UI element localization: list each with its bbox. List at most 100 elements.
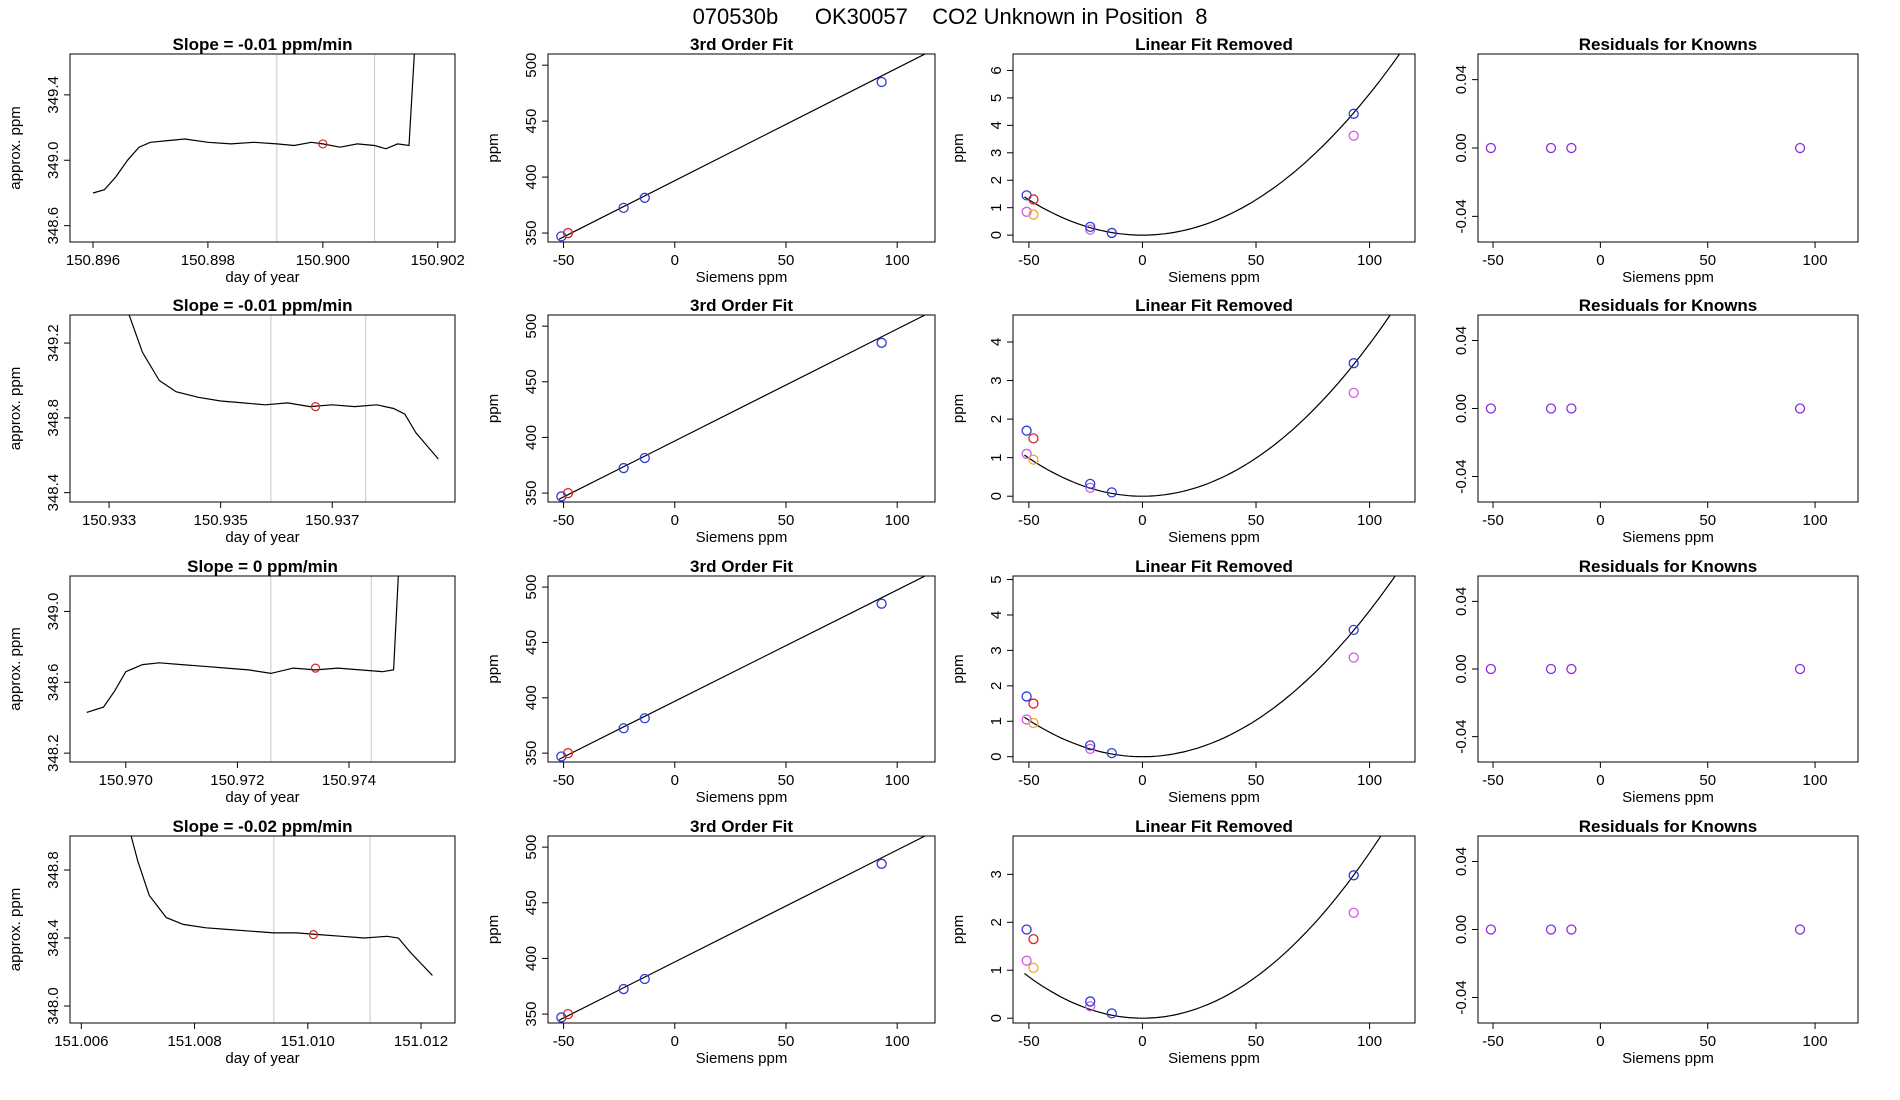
fit-line — [558, 576, 927, 760]
y-tick-label: -0.04 — [1453, 459, 1470, 493]
y-tick-label: 349.0 — [45, 593, 62, 631]
point-blue — [556, 1012, 567, 1023]
point-magenta — [1021, 955, 1032, 966]
x-tick-label: 100 — [885, 1033, 910, 1050]
plot-area — [558, 576, 927, 760]
page-title: 070530b OK30057 CO2 Unknown in Position … — [692, 4, 1208, 29]
time-series-line — [128, 315, 439, 460]
x-tick-label: 50 — [778, 512, 795, 529]
point-blue — [1106, 487, 1117, 498]
y-axis-label: ppm — [485, 133, 502, 162]
y-tick-label: 2 — [988, 918, 1005, 926]
panel-title: Slope = -0.01 ppm/min — [173, 296, 353, 315]
point-blue — [618, 202, 629, 214]
x-axis-label: Siemens ppm — [1622, 1050, 1714, 1067]
y-tick-label: 348.8 — [45, 399, 62, 437]
point-magenta — [1085, 743, 1096, 755]
x-tick-label: -50 — [553, 252, 575, 269]
panel-r3-c3: Linear Fit Removed -50 0 50 100 0 1 2 3 4 5 Siemens… — [950, 557, 1416, 806]
point-purple — [1794, 663, 1806, 675]
x-tick-label: -50 — [1018, 1033, 1040, 1050]
point-blue — [639, 452, 650, 464]
x-tick-label: -50 — [553, 512, 575, 529]
plot-area — [558, 315, 927, 500]
x-tick-label: 150.937 — [305, 512, 359, 529]
x-tick-label: 0 — [1596, 772, 1604, 789]
x-axis-label: Siemens ppm — [1168, 269, 1260, 286]
point-blue — [556, 231, 567, 242]
x-tick-label: 0 — [1138, 512, 1146, 529]
panel-r4-c2: 3rd Order Fit -50 0 50 100 350 400 450 500 Siemen… — [485, 817, 936, 1067]
plot-area — [1024, 836, 1382, 1019]
panel-title: Slope = -0.02 ppm/min — [173, 817, 353, 836]
y-axis-label: ppm — [485, 654, 502, 683]
point-blue — [639, 973, 650, 985]
x-tick-label: -50 — [1482, 512, 1504, 529]
x-axis-label: Siemens ppm — [696, 529, 788, 546]
point-blue — [1106, 1008, 1117, 1019]
fit-curve — [1024, 54, 1401, 236]
x-tick-label: 150.898 — [181, 252, 235, 269]
y-axis-label: ppm — [485, 394, 502, 423]
y-tick-label: 348.4 — [45, 919, 62, 957]
point-red — [1028, 933, 1039, 945]
y-tick-label: -0.04 — [1453, 980, 1470, 1014]
x-tick-label: 0 — [1596, 252, 1604, 269]
x-tick-label: -50 — [1482, 1033, 1504, 1050]
fit-line — [558, 54, 927, 240]
x-tick-label: -50 — [553, 772, 575, 789]
sample-marker — [310, 663, 321, 673]
plot-area — [558, 54, 927, 240]
x-tick-label: 150.933 — [82, 512, 136, 529]
y-tick-label: 349.2 — [45, 324, 62, 362]
y-tick-label: 500 — [523, 575, 540, 600]
x-axis-label: Siemens ppm — [1622, 269, 1714, 286]
x-tick-label: 150.974 — [322, 772, 376, 789]
panel-title: 3rd Order Fit — [690, 817, 793, 836]
plot-frame — [1477, 53, 1859, 243]
point-purple — [1545, 142, 1557, 154]
point-red — [1028, 433, 1039, 444]
plot-frame — [1012, 575, 1416, 763]
y-tick-label: 0.00 — [1453, 133, 1470, 162]
panel-title: Residuals for Knowns — [1579, 817, 1758, 836]
plot-frame — [547, 835, 936, 1024]
y-tick-label: 450 — [523, 369, 540, 394]
y-tick-label: 2 — [988, 415, 1005, 423]
panel-r4-c4: Residuals for Knowns -50 0 50 100 -0.04 0.00 0.… — [1453, 817, 1859, 1067]
y-axis-label: ppm — [950, 394, 967, 423]
panel-title: Linear Fit Removed — [1135, 35, 1293, 54]
point-magenta — [1348, 387, 1359, 399]
x-tick-label: 150.900 — [296, 252, 350, 269]
plot-frame — [69, 835, 456, 1024]
x-tick-label: 150.896 — [66, 252, 120, 269]
plot-frame — [547, 53, 936, 243]
point-blue — [1106, 227, 1117, 239]
plot-area — [1024, 315, 1391, 497]
fit-curve — [1024, 836, 1382, 1019]
x-tick-label: 151.010 — [281, 1033, 335, 1050]
point-red — [562, 487, 574, 499]
point-blue — [556, 491, 567, 502]
plot-frame — [69, 575, 456, 763]
x-tick-label: 100 — [1803, 772, 1828, 789]
point-blue — [1348, 108, 1359, 119]
x-tick-label: 100 — [1803, 512, 1828, 529]
point-red — [1028, 194, 1039, 205]
x-tick-label: 50 — [1248, 772, 1265, 789]
point-purple — [1485, 924, 1497, 935]
point-blue — [618, 983, 629, 995]
y-axis-label: ppm — [950, 915, 967, 944]
point-blue — [876, 598, 887, 609]
point-magenta — [1348, 130, 1359, 141]
y-tick-label: 450 — [523, 630, 540, 655]
x-axis-label: day of year — [225, 789, 299, 806]
panel-r2-c2: 3rd Order Fit -50 0 50 100 350 400 450 500 Siemen… — [485, 296, 936, 546]
point-blue — [1085, 221, 1096, 233]
y-tick-label: 348.8 — [45, 851, 62, 889]
x-tick-label: 0 — [671, 772, 679, 789]
point-purple — [1485, 403, 1497, 414]
point-blue — [1085, 740, 1096, 751]
y-axis-label: ppm — [950, 133, 967, 162]
plot-frame — [547, 575, 936, 763]
